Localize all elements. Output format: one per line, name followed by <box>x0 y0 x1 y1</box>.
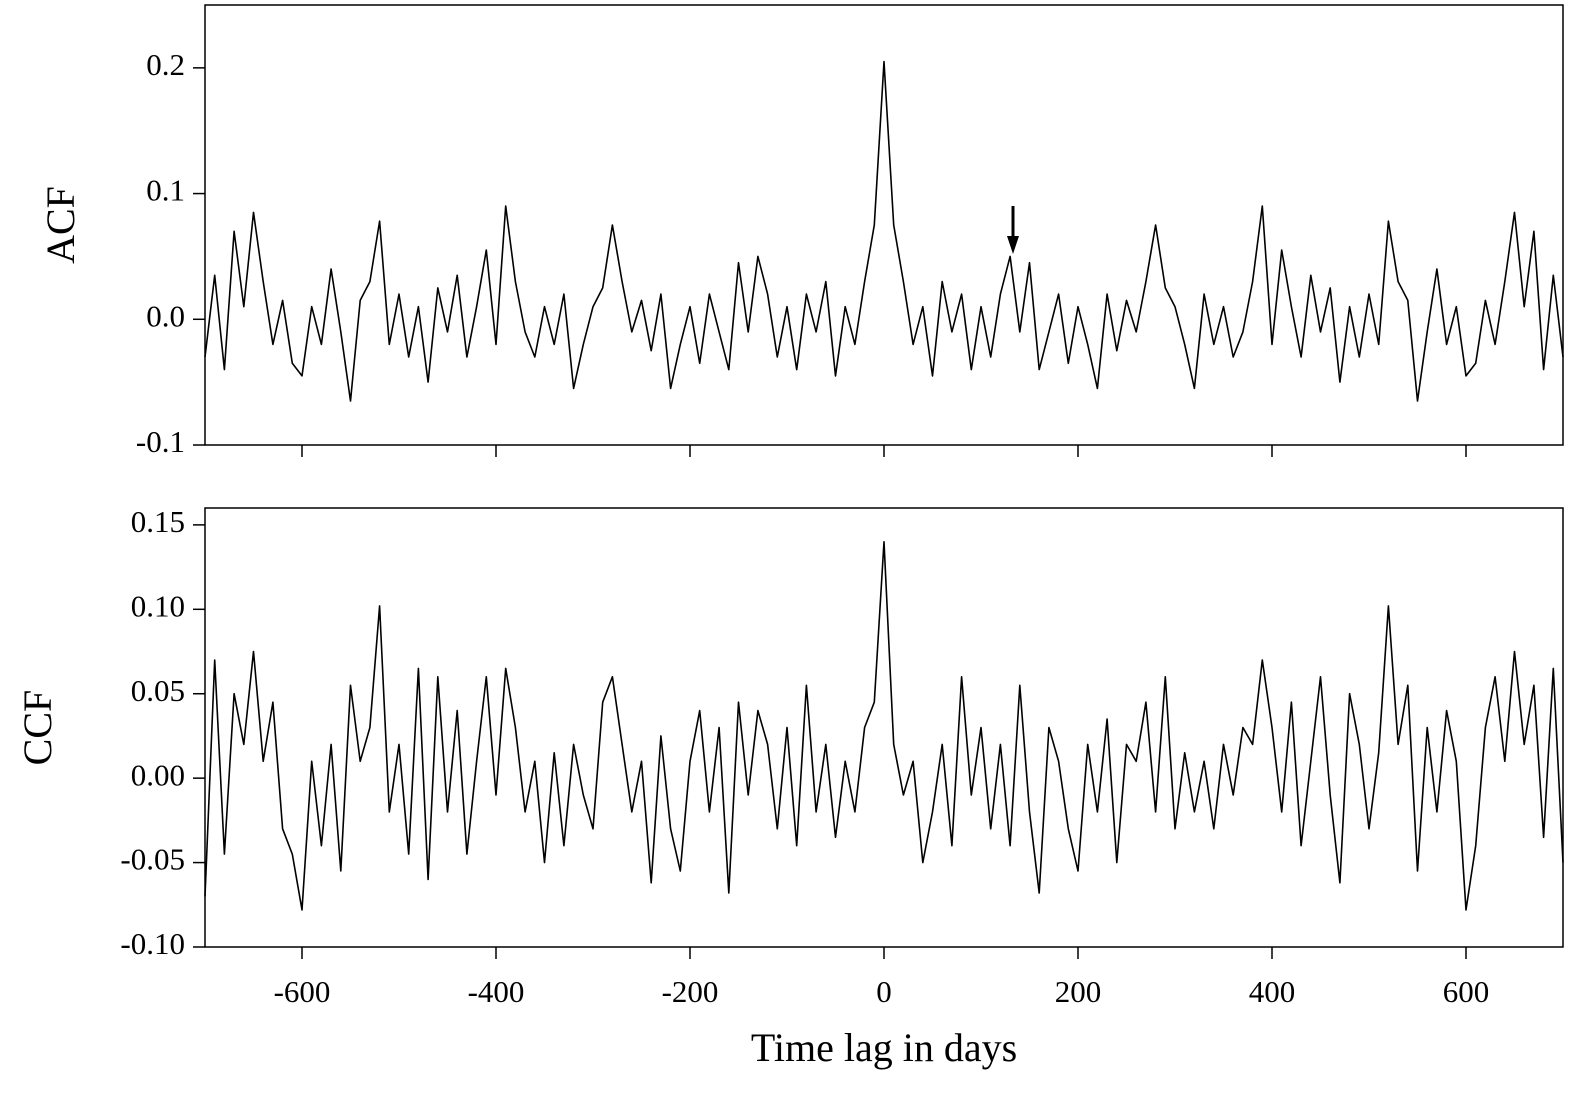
annotation-arrow <box>1007 206 1019 254</box>
y-axis-label: ACF <box>38 186 83 264</box>
y-tick-label: -0.10 <box>120 926 185 961</box>
x-axis-label: Time lag in days <box>751 1025 1017 1070</box>
data-line <box>204 60 1564 402</box>
x-tick-label: -200 <box>662 974 719 1009</box>
data-line <box>204 541 1564 911</box>
x-tick-label: 200 <box>1055 974 1102 1009</box>
y-tick-label: 0.0 <box>146 298 185 333</box>
y-tick-label: 0.1 <box>146 173 185 208</box>
plot-frame <box>204 507 1564 948</box>
y-tick-label: -0.1 <box>136 424 185 459</box>
x-tick-label: 600 <box>1443 974 1490 1009</box>
x-tick-label: 0 <box>876 974 892 1009</box>
x-tick-label: 400 <box>1249 974 1296 1009</box>
y-tick-label: 0.00 <box>131 757 185 792</box>
y-tick-label: 0.10 <box>131 588 185 623</box>
y-tick-label: 0.2 <box>146 47 185 82</box>
y-axis-label: CCF <box>15 690 60 766</box>
x-tick-label: -600 <box>274 974 331 1009</box>
y-tick-label: 0.15 <box>131 504 185 539</box>
x-tick-label: -400 <box>468 974 525 1009</box>
y-tick-label: -0.05 <box>120 842 185 877</box>
y-tick-label: 0.05 <box>131 673 185 708</box>
